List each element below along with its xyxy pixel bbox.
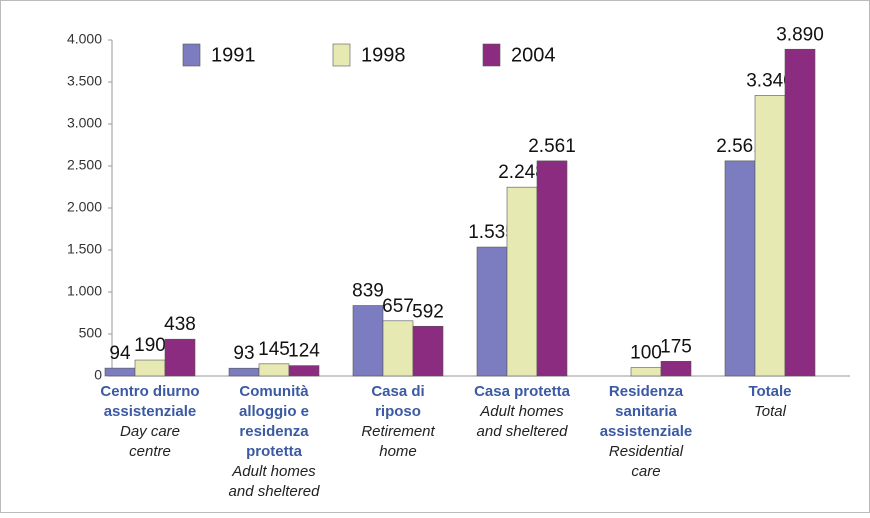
bar [412,325,444,377]
x-tick-label: Residenza [609,383,684,400]
bar [288,365,320,377]
x-tick-label: assistenziale [104,403,197,420]
value-label: 1.535 [468,222,516,243]
bar [164,338,196,377]
bar [784,48,816,377]
legend-label: 2004 [511,44,556,66]
y-tick-label: 1.500 [67,241,102,257]
x-tick-label-en: care [631,463,660,480]
bar [382,320,414,377]
value-label: 190 [134,335,166,356]
x-tick-label: Centro diurno [100,383,199,400]
x-tick-label: assistenziale [600,423,693,440]
x-tick-label-en: Adult homes [479,403,564,420]
value-label: 657 [382,296,414,317]
value-label: 94 [109,343,131,364]
bar [506,186,538,377]
x-tick-label-en: and sheltered [229,483,321,500]
value-label: 93 [233,343,254,364]
bar [476,246,508,377]
bar [258,363,290,377]
x-tick-label-en: home [379,443,417,460]
value-label: 592 [412,301,444,322]
value-label: 3.890 [776,24,824,45]
x-tick-label-en: Total [754,403,787,420]
x-tick-label-en: Residential [609,443,684,460]
y-tick-label: 2.500 [67,157,102,173]
value-label: 124 [288,341,320,362]
value-label: 2.561 [528,136,576,157]
y-tick-label: 3.000 [67,115,102,131]
bar [630,367,662,377]
x-tick-label: riposo [375,403,421,420]
y-tick-label: 500 [79,325,103,341]
value-label: 438 [164,314,196,335]
y-tick-label: 0 [94,367,102,383]
value-label: 145 [258,339,290,360]
bar [228,367,260,377]
value-label: 2.248 [498,162,546,183]
legend-swatch [482,43,501,67]
y-tick-label: 3.500 [67,73,102,89]
x-tick-label: Totale [748,383,791,400]
legend-label: 1991 [211,44,256,66]
x-tick-label-en: Retirement [361,423,435,440]
bar [536,160,568,377]
x-tick-label: sanitaria [615,403,677,420]
legend-swatch [182,43,201,67]
bar [104,367,136,377]
x-tick-label: Casa di [371,383,424,400]
y-tick-label: 4.000 [67,31,102,47]
x-tick-label-en: and sheltered [477,423,569,440]
bar [134,359,166,377]
x-tick-label: protetta [246,443,302,460]
legend-label: 1998 [361,44,406,66]
bar [352,305,384,377]
x-tick-label-en: Day care [120,423,180,440]
value-label: 100 [630,343,662,364]
x-tick-label: Comunità [239,383,309,400]
x-tick-label: Casa protetta [474,383,571,400]
x-tick-label: alloggio e [239,403,309,420]
value-label: 839 [352,281,384,302]
value-label: 3.340 [746,70,794,91]
y-tick-label: 2.000 [67,199,102,215]
bar [724,160,756,377]
x-tick-label-en: centre [129,443,171,460]
bar [660,360,692,377]
y-tick-label: 1.000 [67,283,102,299]
legend-swatch [332,43,351,67]
x-tick-label-en: Adult homes [231,463,316,480]
x-tick-label: residenza [239,423,309,440]
value-label: 175 [660,336,692,357]
bar [754,95,786,377]
value-label: 2.561 [716,136,764,157]
